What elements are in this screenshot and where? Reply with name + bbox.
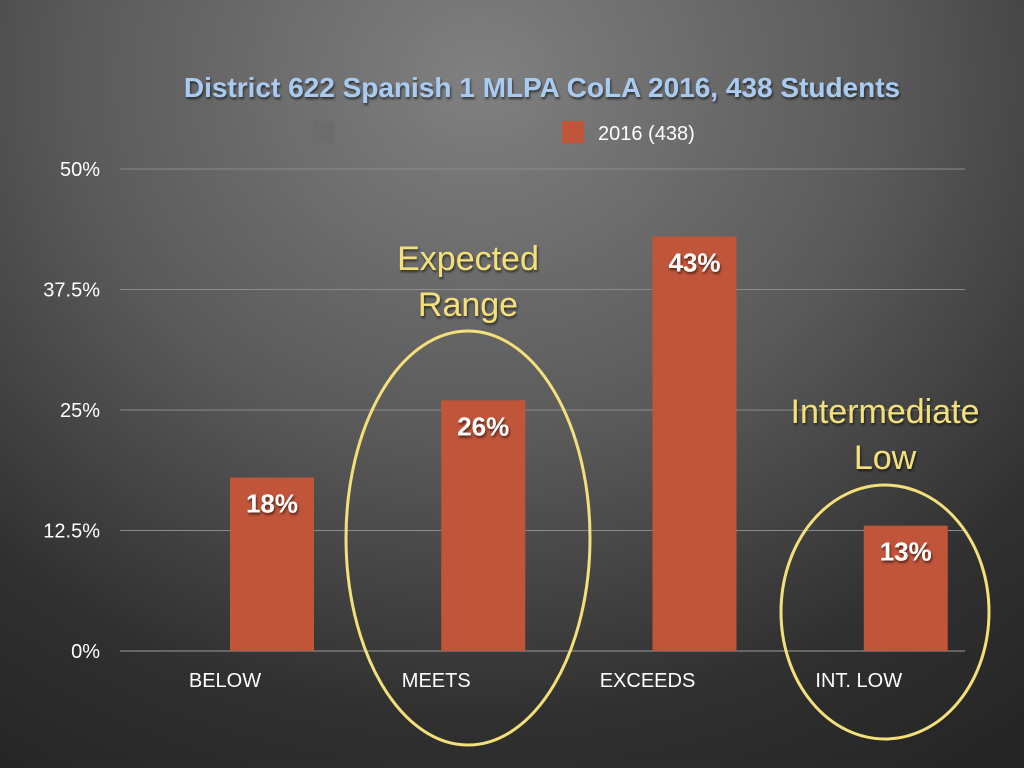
legend-swatch bbox=[562, 121, 584, 143]
bar-int-low bbox=[863, 525, 948, 651]
bar-exceeds bbox=[652, 236, 737, 652]
data-label: 18% bbox=[246, 488, 298, 518]
annotation-text: Expected bbox=[397, 240, 539, 278]
y-tick-label: 50% bbox=[60, 159, 100, 181]
y-tick-label: 37.5% bbox=[43, 280, 100, 302]
legend-label: 2016 (438) bbox=[598, 123, 695, 145]
annotation-text: Low bbox=[854, 439, 917, 477]
annotation-text: Range bbox=[418, 286, 518, 324]
chart-title: District 622 Spanish 1 MLPA CoLA 2016, 4… bbox=[184, 72, 900, 103]
y-tick-label: 12.5% bbox=[43, 521, 100, 543]
x-category-label: EXCEEDS bbox=[600, 670, 696, 692]
data-label: 43% bbox=[668, 247, 720, 277]
highlight-ellipse bbox=[344, 329, 592, 747]
x-category-label: BELOW bbox=[189, 670, 261, 692]
bar-below bbox=[230, 477, 314, 651]
annotation-text: Intermediate bbox=[791, 393, 980, 431]
highlight-ellipse bbox=[779, 483, 991, 741]
y-tick-label: 0% bbox=[71, 641, 100, 663]
data-label: 13% bbox=[880, 537, 932, 567]
x-category-label: INT. LOW bbox=[815, 670, 902, 692]
bar-meets bbox=[441, 400, 526, 651]
x-category-label: MEETS bbox=[402, 670, 471, 692]
data-label: 26% bbox=[457, 411, 509, 441]
legend-empty-swatch bbox=[313, 121, 335, 143]
y-tick-label: 25% bbox=[60, 400, 100, 422]
